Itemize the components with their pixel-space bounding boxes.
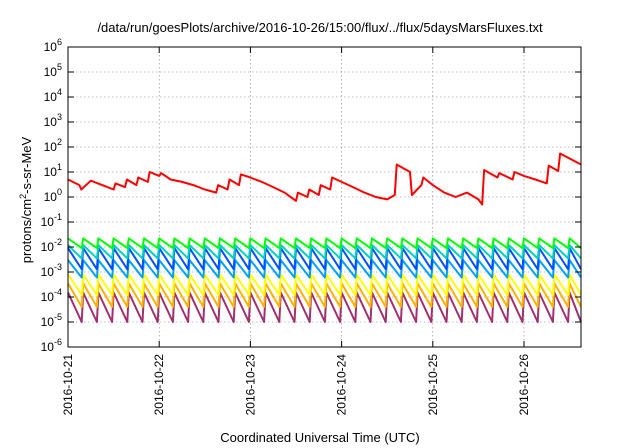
- x-tick-label: 2016-10-21: [61, 354, 75, 416]
- y-tick-label: 105: [44, 62, 62, 79]
- x-tick-label: 2016-10-25: [426, 354, 440, 416]
- x-tick-label: 2016-10-22: [152, 354, 166, 416]
- series-line: [67, 273, 582, 296]
- y-tick-label: 10-3: [41, 262, 62, 279]
- y-tick-label: 10-2: [41, 237, 62, 254]
- y-axis-label: protons/cm2-s-sr-MeV: [17, 136, 35, 264]
- x-tick-label: 2016-10-24: [335, 354, 349, 416]
- x-tick-label: 2016-10-26: [517, 354, 531, 416]
- y-tick-label: 100: [44, 187, 62, 204]
- y-ticks: 106 105 104 103 102 101 100 10-1 10-2 10-3 10-4 10-…: [41, 37, 581, 354]
- y-tick-label: 103: [44, 112, 62, 129]
- x-tick-label: 2016-10-23: [243, 354, 257, 416]
- series-group: [67, 152, 582, 323]
- series-line: [67, 237, 582, 250]
- series-line: [67, 244, 582, 260]
- y-tick-label: 106: [44, 37, 62, 54]
- series-line: [67, 152, 582, 206]
- x-axis-label: Coordinated Universal Time (UTC): [220, 430, 420, 445]
- y-tick-label: 10-4: [41, 287, 62, 304]
- x-ticks: 2016-10-21 2016-10-22 2016-10-23 2016-10-24…: [61, 47, 531, 415]
- y-tick-label: 10-1: [41, 212, 62, 229]
- y-tick-label: 10-6: [41, 337, 62, 354]
- y-tick-label: 10-5: [41, 312, 62, 329]
- chart-title: /data/run/goesPlots/archive/2016-10-26/1…: [97, 20, 543, 35]
- y-tick-label: 102: [44, 137, 62, 154]
- y-tick-label: 104: [44, 87, 62, 104]
- y-tick-label: 101: [44, 162, 62, 179]
